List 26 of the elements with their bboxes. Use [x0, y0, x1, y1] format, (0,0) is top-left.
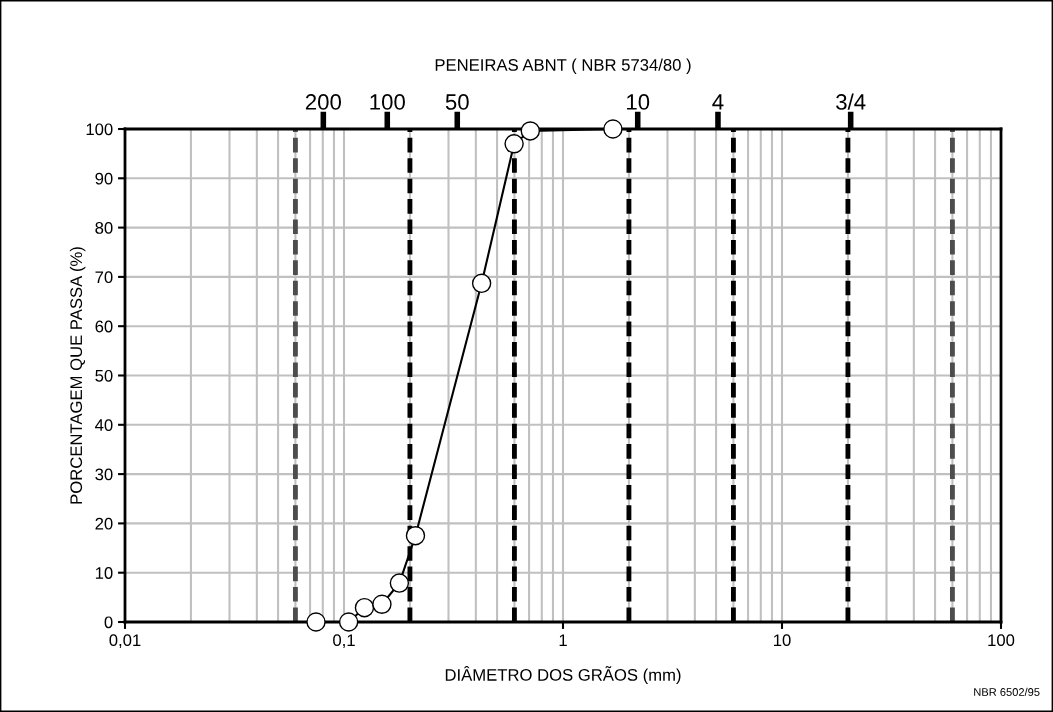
y-tick-label: 60 — [95, 320, 113, 333]
text: 50 — [445, 94, 469, 110]
text: 100 — [370, 94, 405, 110]
x-tick-label: 0,01 — [109, 634, 141, 649]
y-axis-title: PORCENTAGEM QUE PASSA (%) — [69, 247, 86, 504]
x-axis-title: DIÂMETRO DOS GRÃOS (mm) — [445, 666, 681, 685]
x-tick-label: 100 — [988, 634, 1015, 647]
y-tick-label: 40 — [95, 419, 113, 431]
text: 3/4 — [836, 93, 866, 110]
y-tick-label: 90 — [95, 172, 113, 185]
y-tick-label: 100 — [86, 123, 113, 136]
y-tick-label: 30 — [95, 468, 113, 481]
x-tick-label: 1 — [559, 634, 567, 646]
x-tick-label: 10 — [774, 634, 791, 647]
y-tick-label: 20 — [95, 517, 113, 530]
chart-title: PENEIRAS ABNT ( NBR 5734/80 ) — [435, 58, 691, 75]
y-tick-label: 0 — [104, 616, 113, 629]
text: 10 — [627, 94, 650, 110]
text: 200 — [305, 94, 341, 110]
text: NBR 6502/95 — [974, 687, 1040, 696]
text: 4 — [712, 94, 724, 110]
y-tick-label: 70 — [95, 271, 113, 284]
y-tick-label: 10 — [95, 567, 113, 579]
x-tick-label: 0,1 — [333, 634, 355, 649]
y-tick-label: 50 — [95, 369, 113, 382]
y-tick-label: 80 — [95, 222, 113, 234]
